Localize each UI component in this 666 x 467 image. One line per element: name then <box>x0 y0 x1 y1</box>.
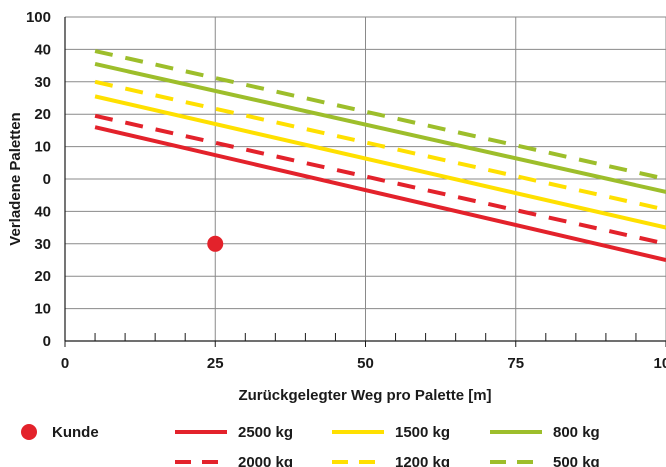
x-tick-label: 0 <box>61 355 69 372</box>
series-line-500-kg <box>94 49 666 181</box>
y-tick-label: 30 <box>34 74 51 91</box>
y-tick-label: 0 <box>43 333 51 350</box>
legend-label: 1200 kg <box>395 454 450 467</box>
series-line-1500-kg <box>94 94 666 230</box>
series-line-1200-kg <box>94 79 666 212</box>
legend-label: 2500 kg <box>238 424 293 441</box>
y-tick-labels: 0 10 20 30 40 0 10 20 30 40 100 <box>26 9 51 350</box>
data-point-kunde <box>207 235 224 252</box>
y-tick-label: 20 <box>34 268 51 285</box>
y-tick-label: 100 <box>26 9 51 26</box>
y-axis-title: Verladene Paletten <box>7 112 24 245</box>
y-tick-label: 0 <box>43 171 51 188</box>
series-line-2500-kg <box>94 125 666 262</box>
x-tick-label: 50 <box>357 355 374 372</box>
series-line-800-kg <box>94 62 666 194</box>
y-tick-label: 40 <box>34 203 51 220</box>
series-lines <box>94 49 666 262</box>
y-tick-label: 10 <box>34 301 51 318</box>
legend: Kunde 2500 kg 1500 kg 800 kg 2000 kg 1200 kg 5… <box>21 424 600 467</box>
x-tick-labels: 0 25 50 75 100 <box>61 355 666 372</box>
minor-ticks <box>64 333 666 347</box>
legend-label: 1500 kg <box>395 424 450 441</box>
grid <box>64 16 666 342</box>
x-tick-label: 25 <box>207 355 224 372</box>
y-tick-label: 30 <box>34 236 51 253</box>
legend-label: 500 kg <box>553 454 600 467</box>
series-line-2000-kg <box>94 113 666 246</box>
legend-label: 2000 kg <box>238 454 293 467</box>
y-tick-label: 10 <box>34 139 51 156</box>
legend-label: Kunde <box>52 424 99 441</box>
legend-marker-kunde <box>21 424 37 440</box>
x-tick-label: 75 <box>507 355 524 372</box>
axes <box>64 17 666 342</box>
x-axis-title: Zurückgelegter Weg pro Palette [m] <box>238 387 491 404</box>
data-points <box>207 235 224 252</box>
x-tick-label: 100 <box>653 355 666 372</box>
y-tick-label: 20 <box>34 106 51 123</box>
legend-label: 800 kg <box>553 424 600 441</box>
y-tick-label: 40 <box>34 41 51 58</box>
